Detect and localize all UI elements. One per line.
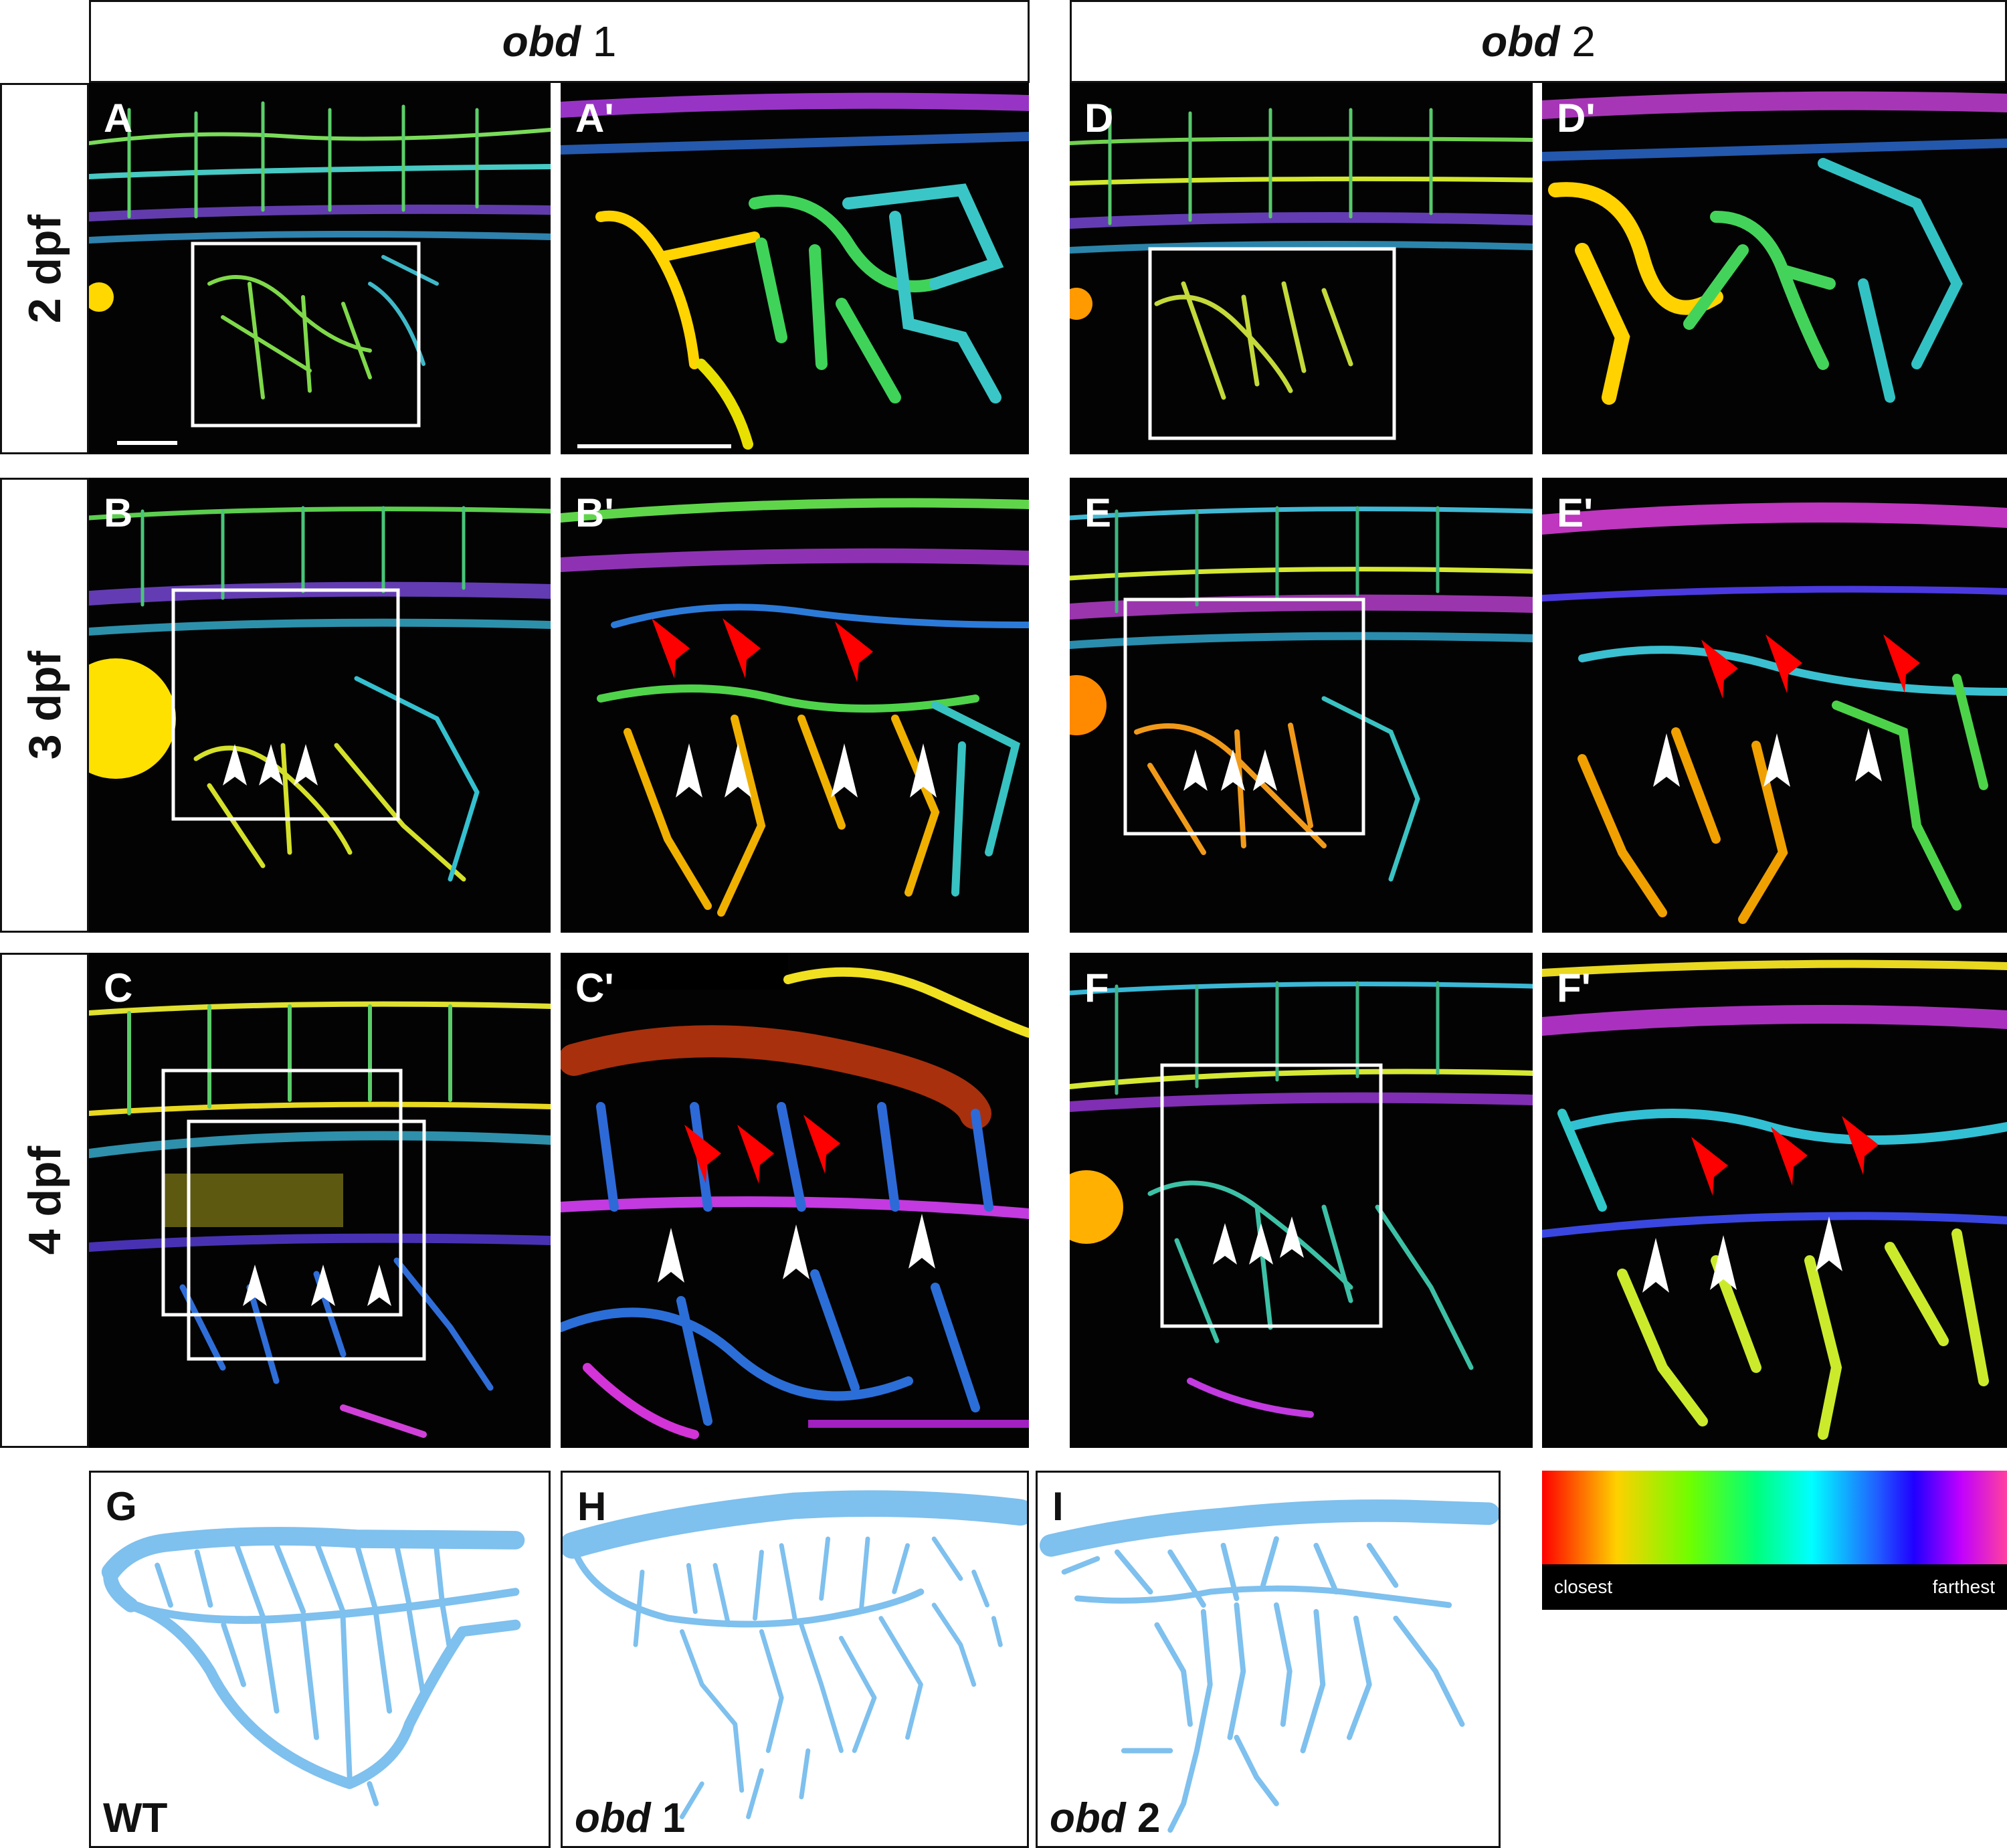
micrograph-panel-b-prime: B' <box>561 478 1029 933</box>
schematic-panel-h: H obd 1 <box>561 1471 1029 1848</box>
schematic-label-g: G <box>106 1484 137 1529</box>
vessel-schematic-wt <box>101 1527 525 1807</box>
schematic-panel-g: G WT <box>89 1471 551 1848</box>
vessel-image-d-prime <box>1542 91 2007 405</box>
row-label-3dpf: 3 dpf <box>0 478 89 933</box>
vessel-image-c-prime <box>561 953 1029 1439</box>
row-label-2dpf: 2 dpf <box>0 83 89 454</box>
depth-color-bar-labels: closest farthest <box>1542 1564 2007 1610</box>
panel-label-c-prime: C' <box>575 965 614 1010</box>
colorbar-label-closest: closest <box>1554 1576 1613 1597</box>
micrograph-panel-b: B <box>89 478 551 933</box>
vessel-image-f <box>1070 981 1533 1418</box>
schematic-panel-i: I obd 2 <box>1036 1471 1501 1848</box>
micrograph-panel-d-prime: D' <box>1542 83 2007 454</box>
schematic-label-h: H <box>577 1484 607 1529</box>
panel-label-f: F <box>1084 965 1109 1010</box>
micrograph-panel-c-prime: C' <box>561 953 1029 1448</box>
micrograph-panel-a: A <box>89 83 551 454</box>
genotype-label-obd2: obd 2 <box>1050 1795 1161 1841</box>
header-obd1: obd 1 <box>89 0 1030 83</box>
colorbar-label-farthest: farthest <box>1932 1576 1995 1597</box>
micrograph-panel-f-prime: F' <box>1542 953 2007 1448</box>
panel-label-b-prime: B' <box>575 490 614 535</box>
vessel-image-a <box>89 101 551 445</box>
panel-label-b: B <box>104 490 133 535</box>
vessel-image-c <box>89 1001 551 1438</box>
vessel-image-e-prime <box>1542 502 2007 924</box>
genotype-label-obd1: obd 1 <box>575 1795 686 1841</box>
vessel-image-b-prime <box>561 498 1029 917</box>
depth-color-bar <box>1542 1471 2007 1564</box>
vessel-image-d <box>1070 108 1533 440</box>
vessel-image-a-prime <box>561 92 1029 450</box>
panel-label-e: E <box>1084 490 1112 535</box>
vessel-image-f-prime <box>1542 959 2007 1440</box>
vessel-schematic-obd2 <box>1039 1499 1499 1833</box>
micrograph-panel-d: D <box>1070 83 1533 454</box>
micrograph-panel-e-prime: E' <box>1542 478 2007 933</box>
micrograph-panel-a-prime: A' <box>561 83 1029 454</box>
header-obd2: obd 2 <box>1070 0 2007 83</box>
micrograph-panel-c: C <box>89 953 551 1448</box>
row-label-4dpf: 4 dpf <box>0 953 89 1448</box>
panel-label-a: A <box>104 96 133 141</box>
panel-label-d-prime: D' <box>1557 96 1596 141</box>
panel-label-c: C <box>104 965 133 1010</box>
micrograph-panel-e: E <box>1070 478 1533 933</box>
panel-label-d: D <box>1084 96 1114 141</box>
panel-label-f-prime: F' <box>1557 965 1591 1010</box>
panel-label-e-prime: E' <box>1557 490 1594 535</box>
panel-label-a-prime: A' <box>575 96 614 141</box>
vessel-image-b <box>89 506 551 882</box>
vessel-image-e <box>1070 506 1533 882</box>
micrograph-panel-f: F <box>1070 953 1533 1448</box>
schematic-label-i: I <box>1052 1484 1064 1529</box>
genotype-label-wt: WT <box>103 1795 168 1841</box>
vessel-schematic-obd1 <box>563 1490 1027 1819</box>
